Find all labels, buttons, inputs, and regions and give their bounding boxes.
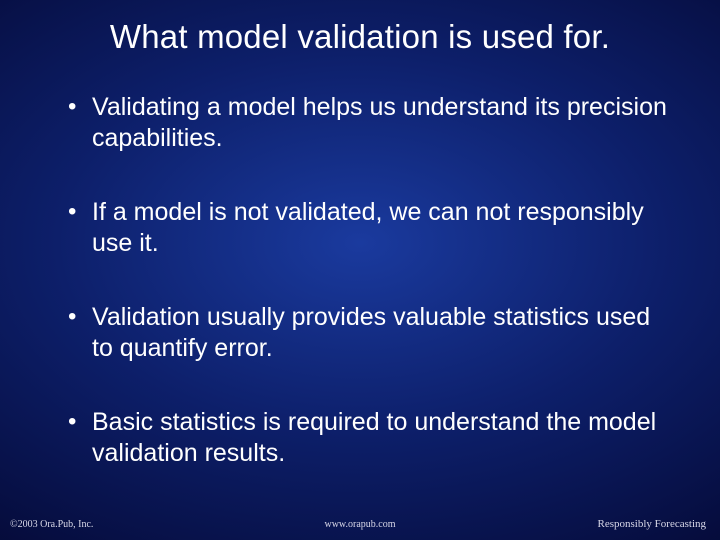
footer-url: www.orapub.com <box>324 519 395 530</box>
slide-title: What model validation is used for. <box>0 18 720 62</box>
bullet-item: Validating a model helps us understand i… <box>50 92 670 153</box>
bullet-item: If a model is not validated, we can not … <box>50 197 670 258</box>
bullet-list: Validating a model helps us understand i… <box>50 92 670 468</box>
slide: What model validation is used for. Valid… <box>0 0 720 540</box>
footer-tagline: Responsibly Forecasting <box>598 518 706 530</box>
slide-footer: ©2003 Ora.Pub, Inc. www.orapub.com Respo… <box>0 512 720 530</box>
copyright-text: ©2003 Ora.Pub, Inc. <box>10 519 93 530</box>
bullet-item: Basic statistics is required to understa… <box>50 407 670 468</box>
bullet-item: Validation usually provides valuable sta… <box>50 302 670 363</box>
slide-content: Validating a model helps us understand i… <box>0 62 720 540</box>
